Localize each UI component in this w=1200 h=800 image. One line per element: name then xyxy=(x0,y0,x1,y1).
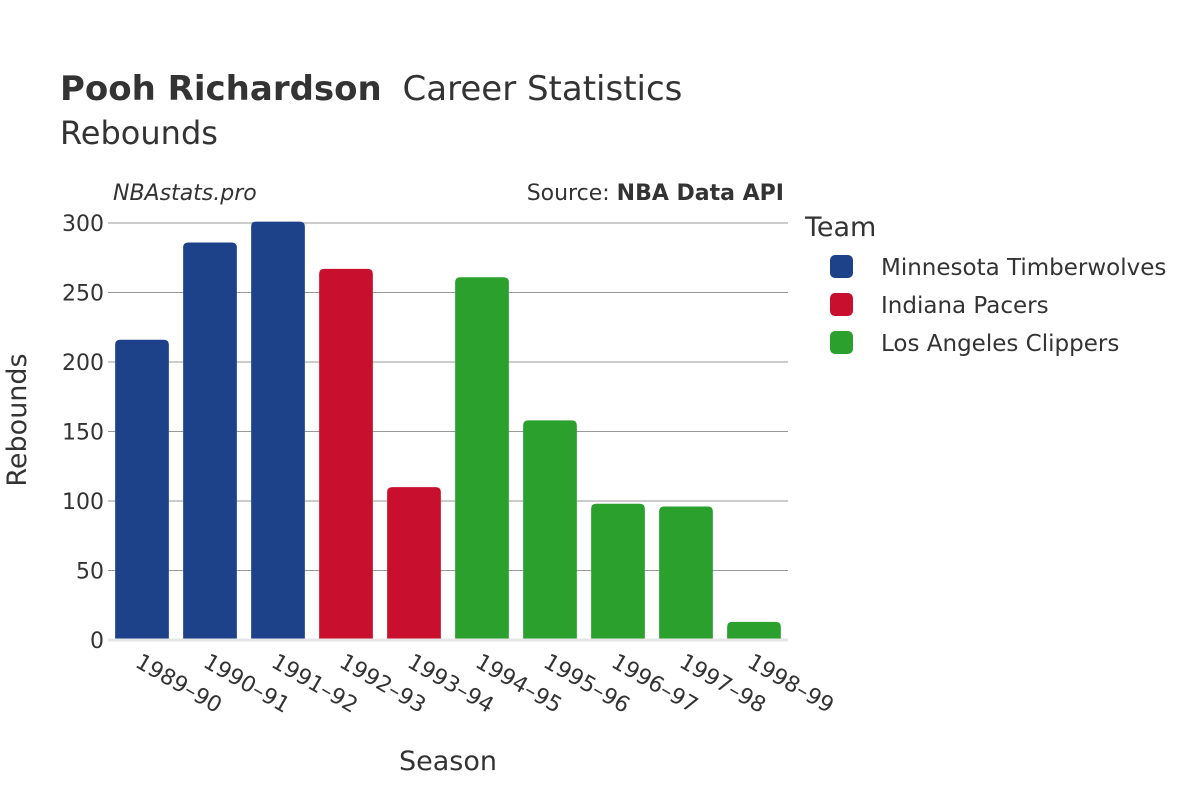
bar xyxy=(251,221,305,641)
y-tick-label: 100 xyxy=(62,490,104,515)
player-name: Pooh Richardson xyxy=(60,69,382,109)
bar-series xyxy=(115,221,781,641)
bar xyxy=(319,268,373,640)
legend-label: Minnesota Timberwolves xyxy=(881,255,1166,281)
title-rest: Career Statistics xyxy=(403,69,683,109)
legend-swatch xyxy=(830,255,853,278)
y-tick-labels: 0 50 100 150 200 250 300 xyxy=(62,212,104,654)
source-credit: Source: NBA Data API xyxy=(527,181,784,206)
bar xyxy=(115,339,169,640)
bar xyxy=(727,621,781,640)
y-tick-label: 50 xyxy=(76,560,104,585)
legend-swatch xyxy=(830,331,853,354)
site-credit: NBAstats.pro xyxy=(113,181,257,206)
y-tick-label: 0 xyxy=(90,629,104,654)
bar xyxy=(659,506,713,640)
legend-label: Indiana Pacers xyxy=(881,293,1049,319)
y-tick-label: 300 xyxy=(62,212,104,237)
source-prefix: Source: xyxy=(527,181,617,206)
source-name: NBA Data API xyxy=(617,181,784,206)
legend-title: Team xyxy=(804,212,876,243)
bar xyxy=(455,277,509,640)
legend: Team Minnesota Timberwolves Indiana Pacer… xyxy=(804,212,1166,357)
y-tick-label: 250 xyxy=(62,282,104,307)
chart-title: Pooh Richardson Career Statistics xyxy=(60,69,682,109)
legend-items: Minnesota Timberwolves Indiana Pacers Los … xyxy=(830,255,1166,357)
y-tick-label: 150 xyxy=(62,421,104,446)
legend-swatch xyxy=(830,293,853,316)
chart-subtitle: Rebounds xyxy=(60,114,218,152)
bar xyxy=(387,487,441,640)
y-tick-label: 200 xyxy=(62,351,104,376)
bar xyxy=(591,503,645,640)
x-axis-title: Season xyxy=(399,746,497,777)
legend-label: Los Angeles Clippers xyxy=(881,331,1119,357)
bar xyxy=(183,242,237,640)
bar xyxy=(523,420,577,640)
y-axis-title: Rebounds xyxy=(2,353,33,486)
x-tick-labels: 1989–901990–911991–921992–931993–941994–… xyxy=(131,650,838,719)
